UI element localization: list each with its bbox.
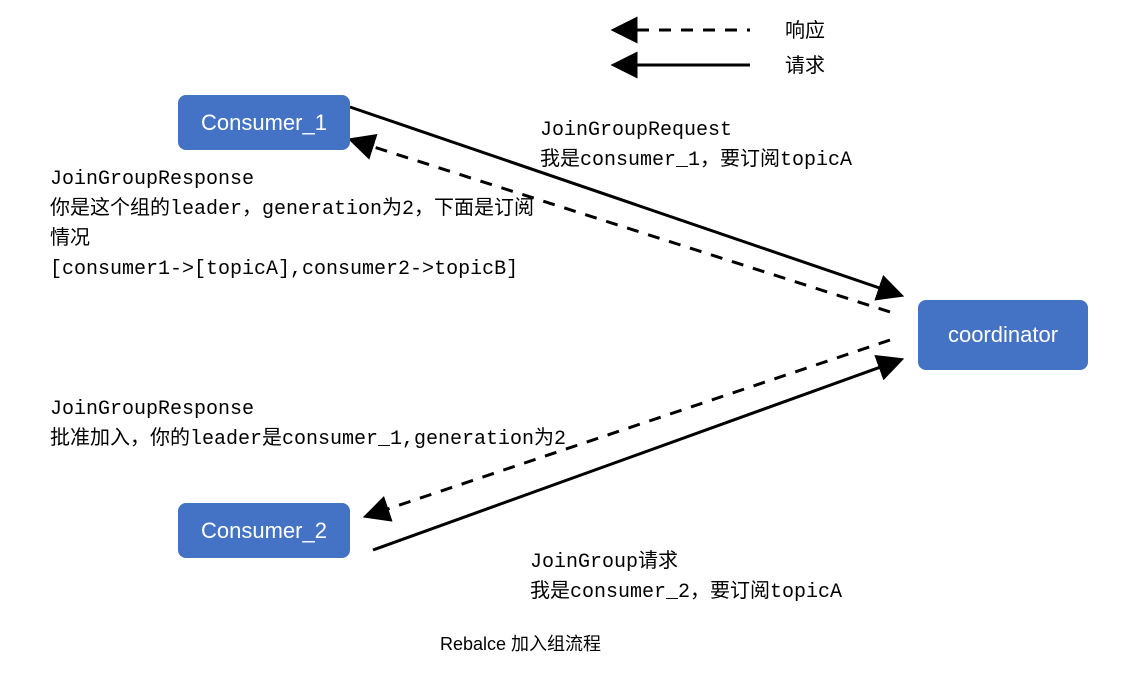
legend-response-label: 响应 (785, 18, 825, 48)
node-consumer2: Consumer_2 (178, 503, 350, 558)
edge-req2 (373, 360, 900, 550)
node-coordinator: coordinator (918, 300, 1088, 370)
annotation-req1: JoinGroupRequest 我是consumer_1，要订阅topicA (540, 116, 852, 176)
node-consumer2-label: Consumer_2 (201, 518, 327, 544)
diagram-caption: Rebalce 加入组流程 (440, 630, 601, 656)
node-consumer1: Consumer_1 (178, 95, 350, 150)
legend-request-label: 请求 (785, 53, 825, 83)
node-consumer1-label: Consumer_1 (201, 110, 327, 136)
annotation-resp2: JoinGroupResponse 批准加入，你的leader是consumer… (50, 395, 566, 455)
annotation-resp1: JoinGroupResponse 你是这个组的leader，generatio… (50, 165, 534, 285)
annotation-req2: JoinGroup请求 我是consumer_2，要订阅topicA (530, 548, 842, 608)
node-coordinator-label: coordinator (948, 322, 1058, 348)
